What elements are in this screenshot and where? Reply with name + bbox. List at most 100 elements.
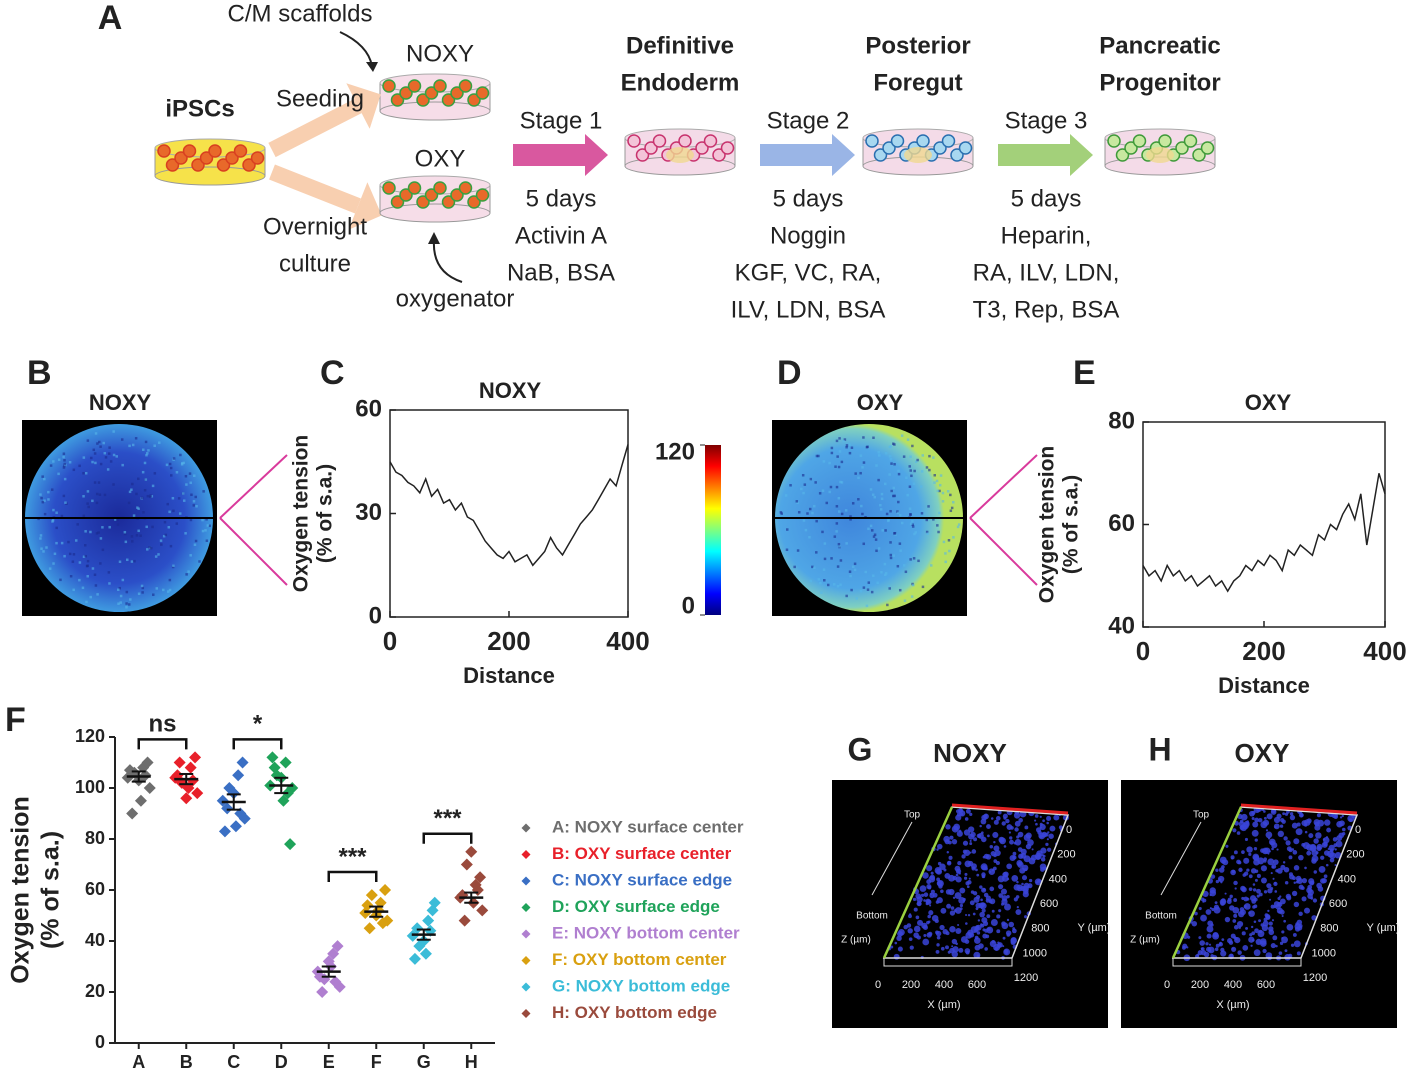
pointer xyxy=(871,821,913,896)
render-blob xyxy=(1280,817,1285,823)
point xyxy=(236,756,249,769)
render-blob xyxy=(1268,926,1274,932)
speckle xyxy=(887,584,890,588)
render-blob xyxy=(1288,855,1293,860)
render-blob xyxy=(1252,821,1259,828)
render-blob xyxy=(970,890,975,894)
render-blob xyxy=(1304,830,1308,834)
point xyxy=(422,914,435,927)
render-blob xyxy=(993,840,996,844)
y-tick-label: 120 xyxy=(75,726,105,746)
render-blob xyxy=(967,929,974,936)
zoom-line xyxy=(969,454,1038,519)
render-blob xyxy=(989,898,996,905)
render-blob xyxy=(930,889,935,894)
render-blob xyxy=(1323,874,1328,879)
render-blob xyxy=(893,953,900,960)
render-blob xyxy=(1321,878,1327,884)
speckle xyxy=(181,492,185,495)
speckle xyxy=(815,454,819,458)
render-blob xyxy=(934,866,942,874)
render-blob xyxy=(926,932,932,938)
speckle xyxy=(888,587,891,590)
point xyxy=(417,935,430,947)
render-blob xyxy=(1194,911,1198,916)
significance-label: *** xyxy=(433,805,462,832)
render-blob xyxy=(1284,812,1289,816)
render-blob xyxy=(1034,852,1042,860)
point xyxy=(173,756,186,769)
render-blob xyxy=(951,938,958,945)
label: Heparin, xyxy=(1001,222,1092,249)
render-blob xyxy=(1011,875,1019,882)
render-blob xyxy=(1283,919,1287,923)
speckle xyxy=(872,535,876,538)
speckle xyxy=(119,594,123,598)
speckle xyxy=(884,451,888,455)
speckle xyxy=(898,514,902,517)
render-blob xyxy=(1191,920,1198,927)
render-blob xyxy=(996,929,1001,934)
speckle xyxy=(137,529,140,533)
speckle xyxy=(889,445,893,448)
point xyxy=(277,794,290,807)
speckle xyxy=(908,507,912,510)
speckle xyxy=(72,553,76,556)
render-blob xyxy=(926,865,933,872)
render-blob xyxy=(1285,893,1291,900)
speckle xyxy=(43,499,46,502)
panel-label: H xyxy=(1148,731,1171,767)
render-blob xyxy=(979,911,985,918)
label: RA, ILV, LDN, xyxy=(973,259,1120,286)
speckle xyxy=(927,505,930,508)
render-blob xyxy=(1333,843,1338,848)
render-blob xyxy=(1258,892,1263,897)
speckle xyxy=(151,484,155,488)
render-blob xyxy=(990,817,994,820)
speckle xyxy=(139,534,142,537)
render-blob xyxy=(1248,887,1253,892)
point xyxy=(465,845,478,858)
render-blob xyxy=(974,937,981,944)
speckle xyxy=(96,442,99,445)
render-blob xyxy=(1316,846,1322,852)
label: Bottom xyxy=(856,911,888,922)
speckle xyxy=(102,441,105,445)
x-tick-label: 400 xyxy=(1363,636,1406,666)
speckle xyxy=(146,452,149,455)
render-blob xyxy=(1229,894,1233,899)
speckle xyxy=(55,541,58,545)
label: 600 xyxy=(1040,898,1058,910)
significance-label: ns xyxy=(148,711,176,738)
cell xyxy=(467,195,481,209)
speckle xyxy=(917,559,920,563)
render-blob xyxy=(1290,943,1295,947)
speckle xyxy=(892,486,896,490)
render-blob xyxy=(1260,865,1267,872)
point xyxy=(476,904,489,917)
speckle xyxy=(948,549,951,553)
render-blob xyxy=(1292,850,1298,855)
speckle xyxy=(957,523,961,526)
render-blob xyxy=(986,926,994,934)
speckle xyxy=(95,532,99,535)
render-blob xyxy=(1239,825,1245,831)
speckle xyxy=(99,562,102,565)
render-blob xyxy=(997,875,1005,883)
speckle xyxy=(845,542,848,545)
render-blob xyxy=(912,897,917,902)
speckle xyxy=(785,548,789,552)
speckle xyxy=(811,565,814,569)
render-blob xyxy=(1039,823,1046,831)
render-blob xyxy=(1008,831,1012,834)
speckle xyxy=(55,511,58,514)
render-blob xyxy=(1278,951,1283,955)
speckle xyxy=(201,518,204,522)
speckle xyxy=(188,472,192,475)
speckle xyxy=(159,539,163,542)
render-blob xyxy=(971,849,977,854)
render-blob xyxy=(1010,940,1016,946)
speckle xyxy=(140,584,144,588)
render-blob xyxy=(1258,818,1263,823)
speckle xyxy=(182,461,186,465)
